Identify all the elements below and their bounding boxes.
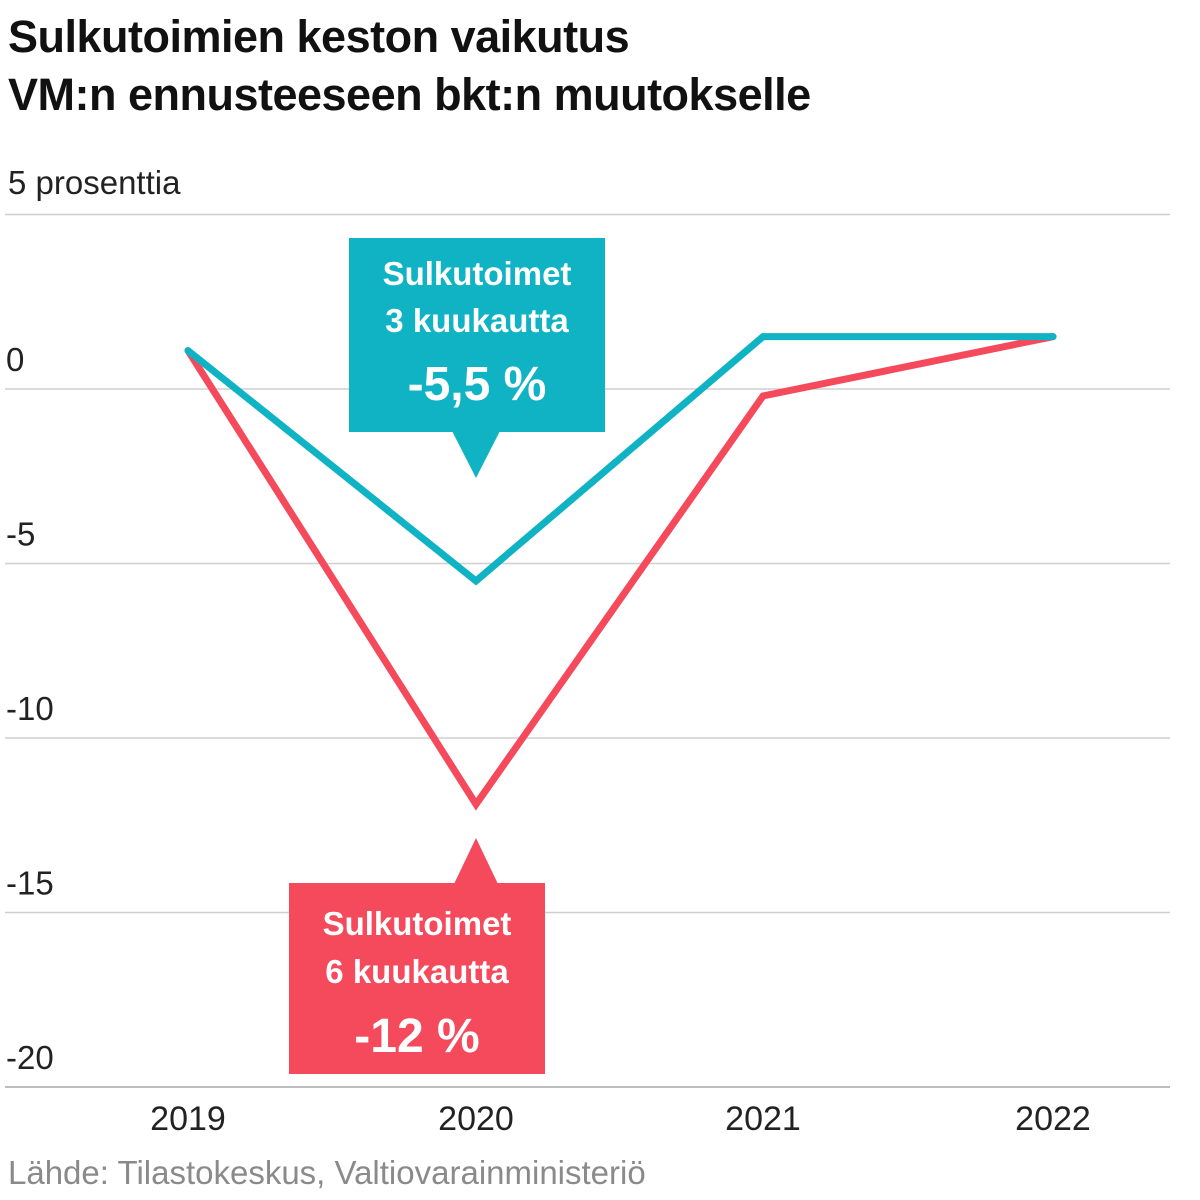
callout-3-months-box <box>349 238 605 432</box>
callout-3-months-line2: 3 kuukautta <box>385 302 569 339</box>
x-tick-label: 2022 <box>1015 1100 1091 1138</box>
callout-6-months-value: -12 % <box>354 1010 479 1063</box>
y-tick-label: -10 <box>6 690 54 727</box>
callout-6-months-line1: Sulkutoimet <box>323 905 512 942</box>
x-tick-label: 2021 <box>725 1100 801 1138</box>
chart-title-line1: Sulkutoimien keston vaikutus <box>8 11 630 62</box>
chart-title-line2: VM:n ennusteeseen bkt:n muutokselle <box>8 69 811 120</box>
callout-3-months-value: -5,5 % <box>408 358 547 411</box>
callout-3-months-pointer <box>452 431 500 478</box>
x-tick-label: 2019 <box>150 1100 226 1138</box>
series-line-teal <box>184 333 1057 586</box>
series-line-red <box>184 333 1057 811</box>
callout-3-months-line1: Sulkutoimet <box>383 255 572 292</box>
source-note: Lähde: Tilastokeskus, Valtiovarainminist… <box>8 1154 646 1191</box>
chart-title: Sulkutoimien keston vaikutus VM:n ennust… <box>8 8 811 124</box>
y-tick-label: -5 <box>6 516 35 553</box>
y-tick-label: -20 <box>6 1039 54 1076</box>
y-tick-label: -15 <box>6 865 54 902</box>
callout-6-months-box <box>289 883 545 1074</box>
callout-6-months-line2: 6 kuukautta <box>325 953 509 990</box>
x-tick-label: 2020 <box>438 1100 514 1138</box>
y-tick-label: 0 <box>6 341 24 378</box>
y-axis-unit-label: 5 prosenttia <box>8 164 181 201</box>
callout-6-months-pointer <box>454 838 498 884</box>
